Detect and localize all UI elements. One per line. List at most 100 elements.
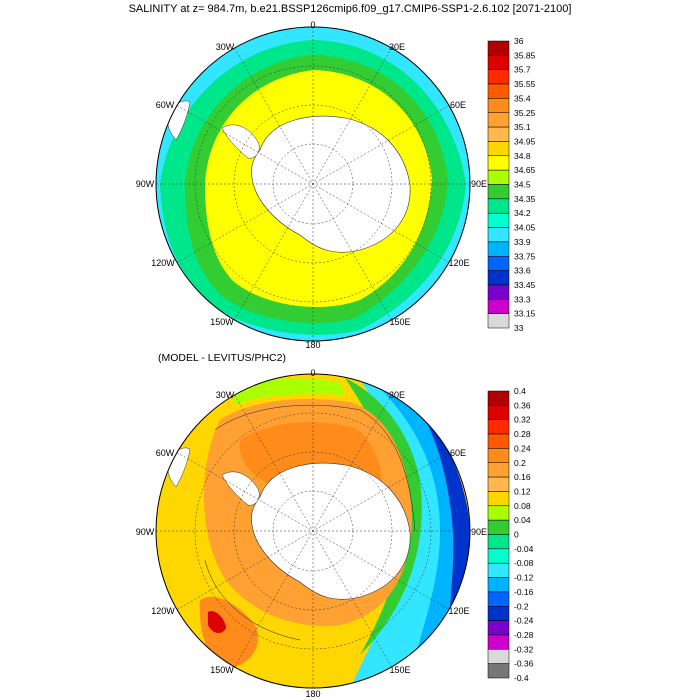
colorbar-label: 35.25: [514, 108, 536, 118]
lon-label-60w: 60W: [156, 100, 175, 110]
colorbar-label: 0.24: [514, 443, 531, 453]
colorbar-label: -0.36: [514, 659, 534, 669]
lon-label-120e: 120E: [448, 606, 469, 616]
difference-panel-title: (MODEL - LEVITUS/PHC2): [158, 352, 286, 364]
colorbar-swatch: [487, 227, 510, 243]
colorbar-swatch: [487, 198, 510, 214]
salinity-colorbar: 36 35.85 35.7 35.55 35.4 35.25 35.1 34.95 34.8 34…: [487, 36, 536, 333]
lon-label-30w: 30W: [216, 390, 235, 400]
colorbar-swatch: [487, 433, 510, 449]
colorbar-label: 34.65: [514, 165, 536, 175]
colorbar-label: -0.16: [514, 587, 534, 597]
colorbar-swatch: [487, 390, 510, 406]
colorbar-swatch: [487, 663, 510, 679]
colorbar-swatch: [487, 40, 510, 56]
lon-label-90e: 90E: [471, 179, 487, 189]
lon-label-120w: 120W: [151, 258, 175, 268]
lon-label-90w: 90W: [136, 527, 155, 537]
lon-label-0: 0: [310, 368, 315, 378]
colorbar-swatch: [487, 98, 510, 114]
colorbar-swatch: [487, 491, 510, 507]
colorbar-label: 33.3: [514, 294, 531, 304]
colorbar-label: 0.2: [514, 458, 526, 468]
colorbar-label: -0.24: [514, 616, 534, 626]
colorbar-label: 34.05: [514, 223, 536, 233]
colorbar-label: 34.5: [514, 180, 531, 190]
colorbar-label: 34.8: [514, 151, 531, 161]
colorbar-label: -0.2: [514, 601, 529, 611]
colorbar-label: 33.15: [514, 309, 536, 319]
lon-label-180: 180: [305, 689, 320, 699]
colorbar-label: 34.95: [514, 136, 536, 146]
colorbar-swatch: [487, 505, 510, 521]
colorbar-swatch: [487, 169, 510, 185]
difference-colorbar: 0.4 0.36 0.32 0.28 0.24 0.2 0.16 0.12 0.08 0.04 0 -…: [487, 386, 534, 683]
colorbar-swatch: [487, 299, 510, 314]
colorbar-label: 33.6: [514, 266, 531, 276]
colorbar-label: -0.4: [514, 673, 529, 683]
colorbar-label: 0.36: [514, 400, 531, 410]
lon-label-180: 180: [305, 340, 320, 350]
colorbar-swatch: [487, 577, 510, 593]
lon-label-60e: 60E: [450, 448, 466, 458]
lon-label-120w: 120W: [151, 606, 175, 616]
bottom-longitude-labels: 0 30E 60E 90E 120E 150E 180 150W 120W 90…: [136, 368, 487, 699]
lon-label-60w: 60W: [156, 448, 175, 458]
colorbar-swatch: [487, 83, 510, 99]
colorbar-swatch: [487, 155, 510, 171]
lon-label-30e: 30E: [389, 390, 405, 400]
lon-label-90e: 90E: [471, 527, 487, 537]
colorbar-swatch: [487, 419, 510, 435]
colorbar-label: -0.28: [514, 630, 534, 640]
lon-label-120e: 120E: [448, 258, 469, 268]
colorbar-label: 0.12: [514, 486, 531, 496]
colorbar-swatch: [487, 462, 510, 478]
lon-label-0: 0: [310, 20, 315, 30]
lon-label-30e: 30E: [389, 42, 405, 52]
colorbar-label: 34.2: [514, 208, 531, 218]
colorbar-swatch: [487, 184, 510, 200]
colorbar-label: -0.04: [514, 544, 534, 554]
colorbar-swatch: [487, 649, 510, 664]
colorbar-swatch: [487, 126, 510, 142]
lon-label-150w: 150W: [210, 665, 234, 675]
colorbar-label: -0.32: [514, 644, 534, 654]
colorbar-label: 34.35: [514, 194, 536, 204]
colorbar-swatch: [487, 241, 510, 257]
colorbar-label: 33.9: [514, 237, 531, 247]
colorbar-swatch: [487, 519, 510, 535]
colorbar-swatch: [487, 69, 510, 85]
colorbar-label: 35.4: [514, 93, 531, 103]
colorbar-label: 0.08: [514, 501, 531, 511]
colorbar-swatch: [487, 534, 510, 550]
lon-label-150e: 150E: [389, 665, 410, 675]
colorbar-swatch: [487, 55, 510, 70]
colorbar-swatch: [487, 476, 510, 492]
colorbar-label: 0.32: [514, 415, 531, 425]
figure-title: SALINITY at z= 984.7m, b.e21.BSSP126cmip…: [128, 3, 572, 15]
difference-map: [155, 373, 471, 689]
colorbar-swatch: [487, 256, 510, 271]
colorbar-label: 0: [514, 530, 519, 540]
colorbar-swatch: [487, 562, 510, 578]
colorbar-label: 0.16: [514, 472, 531, 482]
colorbar-swatch: [487, 212, 510, 228]
colorbar-swatch: [487, 606, 510, 621]
colorbar-swatch: [487, 141, 510, 157]
colorbar-swatch: [487, 620, 510, 636]
colorbar-label: -0.12: [514, 573, 534, 583]
colorbar-label: 35.55: [514, 79, 536, 89]
colorbar-label: 33.75: [514, 251, 536, 261]
colorbar-label: 35.7: [514, 65, 531, 75]
lon-label-90w: 90W: [136, 179, 155, 189]
colorbar-label: 0.4: [514, 386, 526, 396]
colorbar-label: 0.28: [514, 429, 531, 439]
lon-label-150w: 150W: [210, 317, 234, 327]
colorbar-swatch: [487, 448, 510, 463]
colorbar-swatch: [487, 591, 510, 607]
colorbar-swatch: [487, 313, 510, 329]
colorbar-swatch: [487, 270, 510, 286]
colorbar-swatch: [487, 112, 510, 128]
colorbar-label: 0.04: [514, 515, 531, 525]
